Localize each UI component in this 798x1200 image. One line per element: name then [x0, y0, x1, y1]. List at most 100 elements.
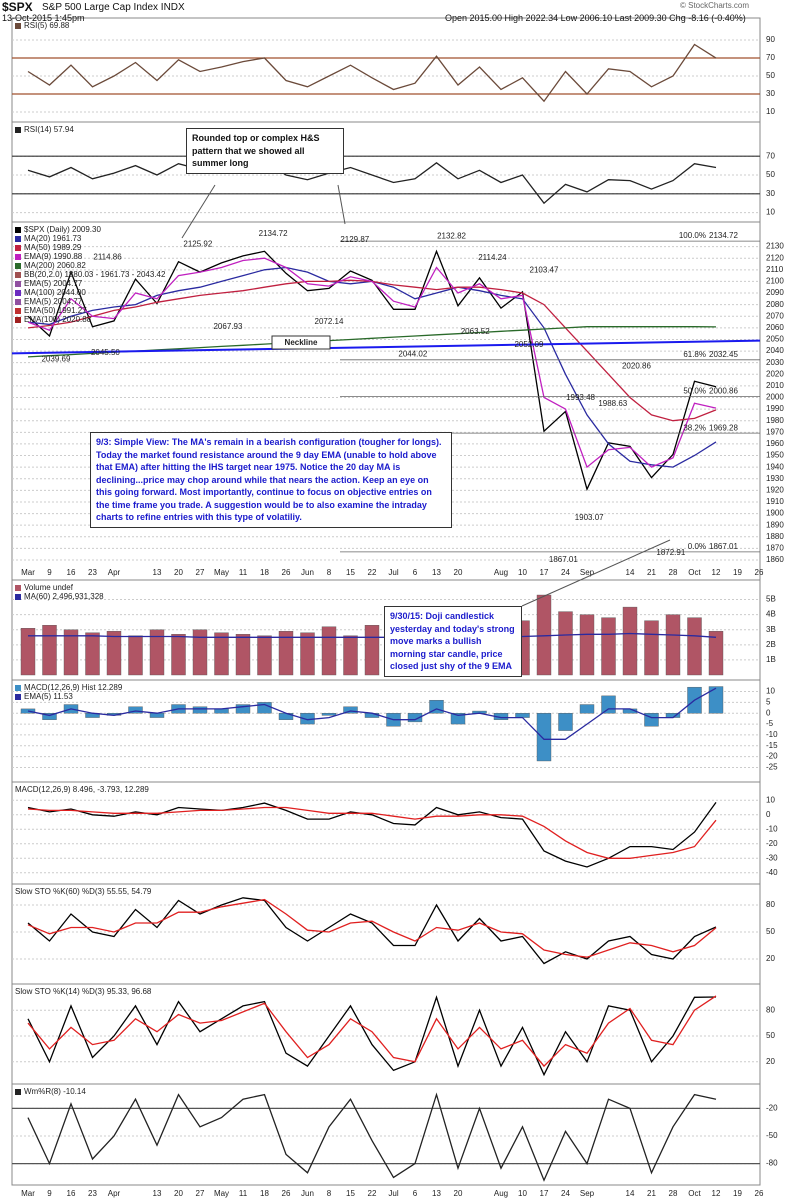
bar — [42, 625, 57, 676]
x-tick-label: 14 — [626, 568, 635, 577]
series-line — [27, 898, 717, 958]
fib-label: 0.0% — [688, 542, 706, 551]
price-label: 2114.24 — [478, 253, 507, 262]
bar — [601, 695, 616, 714]
y-tick-label: 2000 — [766, 393, 784, 402]
y-tick-label: 1890 — [766, 520, 784, 529]
x-tick-label: 12 — [712, 568, 721, 577]
x-tick-label: 26 — [282, 1189, 291, 1198]
price-label: 2132.82 — [437, 231, 466, 240]
note-pointer — [521, 539, 671, 607]
y-tick-label: -50 — [766, 1131, 778, 1140]
legend-entry: EMA(100) 2020.88 — [24, 315, 92, 324]
bar — [343, 706, 358, 714]
price-label: 2067.93 — [213, 322, 242, 331]
series-line — [27, 995, 717, 1068]
bar — [63, 629, 79, 676]
x-tick-label: 19 — [733, 568, 742, 577]
x-tick-label: Oct — [688, 568, 701, 577]
x-tick-label: 13 — [432, 1189, 441, 1198]
legend-swatch — [15, 1089, 21, 1095]
legend-entry: Wm%R(8) -10.14 — [24, 1087, 86, 1096]
y-tick-label: 50 — [766, 1031, 775, 1040]
y-tick-label: -10 — [766, 730, 778, 739]
x-tick-label: Jun — [301, 568, 314, 577]
y-tick-label: -15 — [766, 741, 778, 750]
y-tick-label: 80 — [766, 900, 775, 909]
bar — [665, 614, 681, 676]
series-line — [27, 806, 717, 859]
y-tick-label: 0 — [766, 810, 771, 819]
x-tick-label: 10 — [518, 568, 527, 577]
bar — [20, 628, 36, 676]
y-tick-label: 1B — [766, 655, 776, 664]
panel-title: MACD(12,26,9) 8.496, -3.793, 12.289 — [15, 785, 149, 794]
x-tick-label: 20 — [454, 568, 463, 577]
x-tick-label: 11 — [239, 568, 248, 577]
y-tick-label: 1950 — [766, 451, 784, 460]
x-tick-label: 23 — [88, 568, 97, 577]
x-tick-label: 19 — [733, 1189, 742, 1198]
bar — [708, 686, 724, 714]
y-tick-label: 1880 — [766, 532, 784, 541]
x-tick-label: 10 — [518, 1189, 527, 1198]
legend-entry: MA(100) 2044.00 — [24, 288, 86, 297]
price-label: 2103.47 — [530, 266, 559, 275]
legend-swatch — [15, 694, 21, 700]
legend-swatch — [15, 594, 21, 600]
x-tick-label: 28 — [669, 568, 678, 577]
x-tick-label: 20 — [174, 568, 183, 577]
y-tick-label: 10 — [766, 795, 775, 804]
legend-swatch — [15, 290, 21, 296]
x-tick-label: 20 — [174, 1189, 183, 1198]
price-label: 2114.86 — [93, 252, 122, 261]
y-tick-label: -25 — [766, 763, 778, 772]
bar — [407, 713, 423, 723]
y-tick-label: -20 — [766, 1104, 778, 1113]
legend-entry: EMA(5) 11.53 — [24, 692, 73, 701]
price-label: 2052.09 — [514, 340, 543, 349]
x-tick-label: 12 — [712, 1189, 721, 1198]
y-tick-label: 5B — [766, 595, 776, 604]
legend-entry: EMA(5) 2004.77 — [24, 297, 83, 306]
x-tick-label: 24 — [561, 1189, 570, 1198]
legend-entry: Volume undef — [24, 583, 74, 592]
x-tick-label: 26 — [755, 568, 764, 577]
x-tick-label: 14 — [626, 1189, 635, 1198]
x-tick-label: Aug — [494, 568, 508, 577]
y-tick-label: -5 — [766, 719, 774, 728]
legend-entry: EMA(50) 1991.27 — [24, 306, 87, 315]
y-tick-label: 1990 — [766, 404, 784, 413]
y-tick-label: 2090 — [766, 288, 784, 297]
x-tick-label: 17 — [540, 1189, 549, 1198]
bar — [321, 713, 337, 716]
bar — [235, 704, 251, 714]
y-tick-label: 2030 — [766, 358, 784, 367]
x-tick-label: Mar — [21, 1189, 35, 1198]
y-tick-label: 50 — [766, 170, 775, 179]
note-sep30: 9/30/15: Doji candlestick yesterday and … — [384, 606, 522, 677]
bar — [235, 634, 251, 676]
legend-swatch — [15, 227, 21, 233]
y-tick-label: 2110 — [766, 265, 784, 274]
x-tick-label: Sep — [580, 568, 595, 577]
series-line — [27, 257, 717, 469]
series-line — [27, 687, 717, 740]
bar — [214, 632, 229, 676]
x-tick-label: 17 — [540, 568, 549, 577]
fib-value: 2000.86 — [709, 387, 738, 396]
fib-label: 38.2% — [683, 423, 706, 432]
x-tick-label: 18 — [260, 1189, 269, 1198]
panel-title: Slow STO %K(60) %D(3) 55.55, 54.79 — [15, 887, 152, 896]
credit: © StockCharts.com — [680, 1, 750, 10]
legend-swatch — [15, 263, 21, 269]
x-tick-label: 23 — [88, 1189, 97, 1198]
y-tick-label: 0 — [766, 708, 771, 717]
panel-frame — [11, 883, 761, 985]
x-tick-label: Aug — [494, 1189, 508, 1198]
y-tick-label: -10 — [766, 824, 778, 833]
bar — [708, 631, 724, 676]
quote: Open 2015.00 High 2022.34 Low 2006.10 La… — [445, 13, 746, 23]
price-label: 1872.91 — [656, 548, 685, 557]
note-sep3: 9/3: Simple View: The MA's remain in a b… — [90, 432, 452, 528]
